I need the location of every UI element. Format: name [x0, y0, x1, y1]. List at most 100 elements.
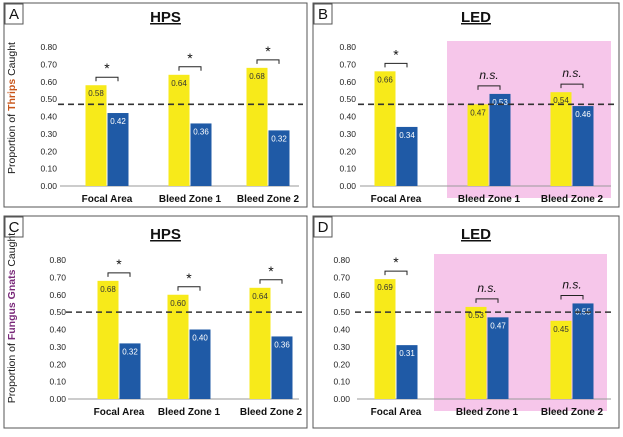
panel-c-category-label: Bleed Zone 2: [240, 407, 303, 418]
panel-c-significance-bracket: [177, 286, 201, 291]
panel-a-ytick: 0.50: [40, 94, 57, 104]
panel-c-value-label-yellow: 0.68: [100, 285, 116, 294]
panel-c-bar-yellow: [249, 287, 271, 399]
y-axis-label-top: Proportion of Thrips Caught: [6, 42, 18, 174]
panel-d-ytick: 0.80: [333, 255, 350, 265]
panel-b-value-label-yellow: 0.54: [553, 96, 569, 105]
panel-a-significance-bracket: [178, 66, 202, 71]
panel-d-border: [312, 215, 620, 429]
panel-b-value-label-blue: 0.46: [575, 110, 591, 119]
panel-d-category-label: Focal Area: [371, 407, 422, 418]
panel-a-ytick: 0.60: [40, 77, 57, 87]
panel-a-bar-blue: [107, 113, 129, 186]
panel-d-bar-yellow: [374, 279, 396, 399]
panel-b-significance-mark: *: [393, 46, 399, 62]
panel-b-ytick: 0.00: [339, 181, 356, 191]
panel-a-significance-bracket: [256, 59, 280, 64]
panel-d-ytick: 0.00: [333, 394, 350, 404]
panel-d-ytick: 0.50: [333, 307, 350, 317]
panel-c-tag: C: [9, 219, 20, 236]
panel-a-ytick: 0.20: [40, 146, 57, 156]
panel-c-significance-bracket: [107, 272, 131, 277]
panel-c-tag-box: [4, 216, 24, 238]
panel-b-value-label-blue: 0.53: [492, 98, 508, 107]
panel-a-value-label-blue: 0.42: [110, 117, 126, 126]
panel-c-value-label-blue: 0.32: [122, 347, 138, 356]
panel-d-tag: D: [318, 219, 329, 236]
panel-a-bar-blue: [190, 123, 212, 186]
panel-b-bar-blue: [396, 126, 418, 186]
panel-d-ytick: 0.20: [333, 359, 350, 369]
panel-a-category-label: Focal Area: [82, 194, 133, 205]
panel-a-value-label-blue: 0.32: [271, 134, 287, 143]
panel-b-ytick: 0.60: [339, 77, 356, 87]
panel-d-value-label-yellow: 0.45: [553, 325, 569, 334]
panel-c-value-label-blue: 0.40: [192, 334, 208, 343]
panel-c-ytick: 0.30: [49, 342, 66, 352]
panel-d-significance-bracket: [560, 294, 584, 300]
panel-a-ytick: 0.30: [40, 129, 57, 139]
panel-b-ytick: 0.50: [339, 94, 356, 104]
panel-c-ytick: 0.60: [49, 290, 66, 300]
panel-c-bar-yellow: [97, 280, 119, 399]
panel-d-significance-mark: *: [393, 254, 399, 270]
panel-d-significance-bracket: [384, 270, 408, 276]
panel-c-ytick: 0.70: [49, 272, 66, 282]
panel-d-ytick: 0.10: [333, 377, 350, 387]
panel-c-significance-mark: *: [116, 256, 122, 272]
panel-d-value-label-yellow: 0.53: [468, 311, 484, 320]
panel-a-significance-bracket: [95, 76, 119, 82]
panel-b-tag: B: [318, 6, 328, 23]
panel-a-ytick: 0.00: [40, 181, 57, 191]
panel-d-ytick: 0.40: [333, 325, 350, 335]
panel-c-title: HPS: [150, 226, 181, 243]
panel-b-title: LED: [461, 9, 491, 26]
panel-c-significance-bracket: [259, 279, 283, 284]
panel-c-ytick: 0.80: [49, 255, 66, 265]
panel-a-value-label-yellow: 0.64: [171, 79, 187, 88]
panel-d-category-label: Bleed Zone 2: [541, 407, 604, 418]
panel-b-bar-blue: [489, 93, 511, 186]
panel-c-bar-blue: [189, 329, 211, 399]
panel-a-bar-yellow: [85, 85, 107, 186]
panel-c-bar-yellow: [167, 294, 189, 399]
panel-b-significance-bracket: [477, 85, 501, 90]
panel-d-value-label-blue: 0.47: [490, 321, 506, 330]
panel-b-category-label: Bleed Zone 2: [541, 194, 604, 205]
panel-a-title: HPS: [150, 9, 181, 26]
panel-d-value-label-yellow: 0.69: [377, 283, 393, 292]
panel-c-bar-blue: [119, 343, 141, 399]
panel-a-significance-mark: *: [104, 60, 110, 76]
panel-a-category-label: Bleed Zone 2: [237, 194, 300, 205]
panel-b-ytick: 0.20: [339, 146, 356, 156]
panel-b-bar-yellow: [550, 92, 572, 186]
panel-b-bar-blue: [572, 106, 594, 186]
panel-b-value-label-yellow: 0.47: [470, 108, 486, 117]
panel-a-tag: A: [9, 6, 19, 23]
panel-b-ytick: 0.70: [339, 59, 356, 69]
panel-b-category-label: Bleed Zone 1: [458, 194, 521, 205]
panel-a-category-label: Bleed Zone 1: [159, 194, 222, 205]
panel-d-title: LED: [461, 226, 491, 243]
panel-a-tag-box: [4, 3, 24, 25]
panel-b-value-label-blue: 0.34: [399, 131, 415, 140]
panel-a-significance-mark: *: [265, 43, 271, 59]
panel-c-value-label-yellow: 0.64: [252, 292, 268, 301]
panel-c-ytick: 0.10: [49, 377, 66, 387]
panel-d-tag-box: [313, 216, 333, 238]
panel-b-border: [312, 2, 620, 208]
panel-a-value-label-yellow: 0.58: [88, 89, 104, 98]
panel-b-significance-bracket: [560, 83, 584, 89]
panel-d-ytick: 0.70: [333, 272, 350, 282]
panel-a-ytick: 0.10: [40, 164, 57, 174]
panel-a-ytick: 0.80: [40, 42, 57, 52]
panel-d-ytick: 0.30: [333, 342, 350, 352]
panel-c-category-label: Focal Area: [94, 407, 145, 418]
panel-a-value-label-yellow: 0.68: [249, 72, 265, 81]
panel-c-border: [3, 215, 308, 429]
panel-d-bar-yellow: [550, 320, 572, 399]
panel-c-bar-blue: [271, 336, 293, 399]
panel-d-significance-mark: n.s.: [562, 277, 581, 291]
